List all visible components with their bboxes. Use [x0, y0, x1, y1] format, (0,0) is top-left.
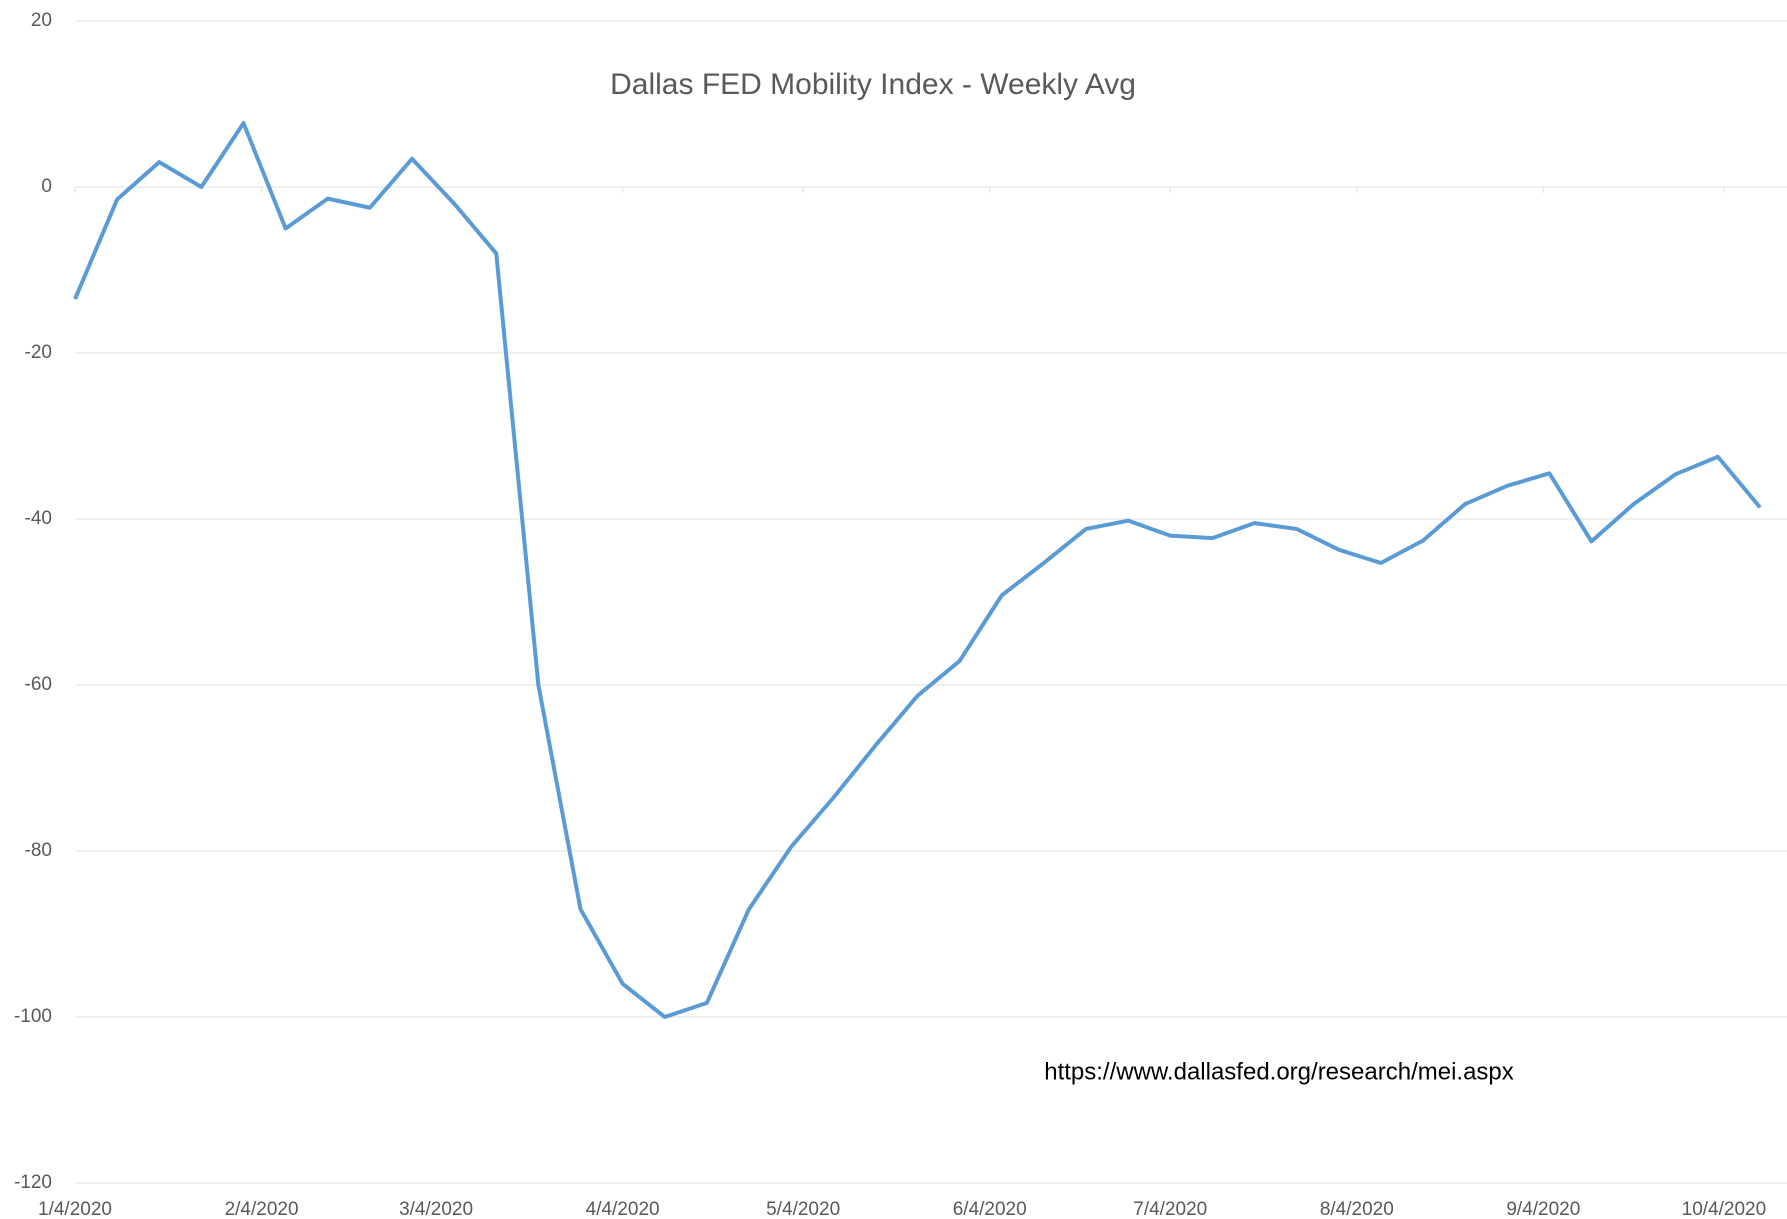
x-tick-label: 4/4/2020 — [586, 1199, 660, 1219]
y-tick-label: -80 — [25, 840, 52, 861]
y-tick-label: 0 — [41, 176, 52, 197]
x-tick-label: 2/4/2020 — [225, 1199, 299, 1219]
y-tick-label: -40 — [25, 508, 52, 529]
y-tick-label: -100 — [14, 1006, 52, 1027]
data-line — [73, 121, 1762, 1019]
x-tick-label: 3/4/2020 — [399, 1199, 473, 1219]
annotation: https://www.dallasfed.org/research/mei.a… — [1044, 1058, 1514, 1085]
x-tick-label: 6/4/2020 — [953, 1199, 1027, 1219]
x-tick-label: 7/4/2020 — [1133, 1199, 1207, 1219]
y-tick-label: -120 — [14, 1172, 52, 1193]
y-tick-label: -60 — [25, 674, 52, 695]
x-tick-label: 5/4/2020 — [766, 1199, 840, 1219]
chart-title: Dallas FED Mobility Index - Weekly Avg — [610, 68, 1136, 101]
y-tick-label: 20 — [31, 10, 52, 31]
y-tick-label: -20 — [25, 342, 52, 363]
x-tick-label: 9/4/2020 — [1506, 1199, 1580, 1219]
x-tick-label: 10/4/2020 — [1682, 1199, 1767, 1219]
x-tick-label: 8/4/2020 — [1320, 1199, 1394, 1219]
x-tick-label: 1/4/2020 — [38, 1199, 112, 1219]
